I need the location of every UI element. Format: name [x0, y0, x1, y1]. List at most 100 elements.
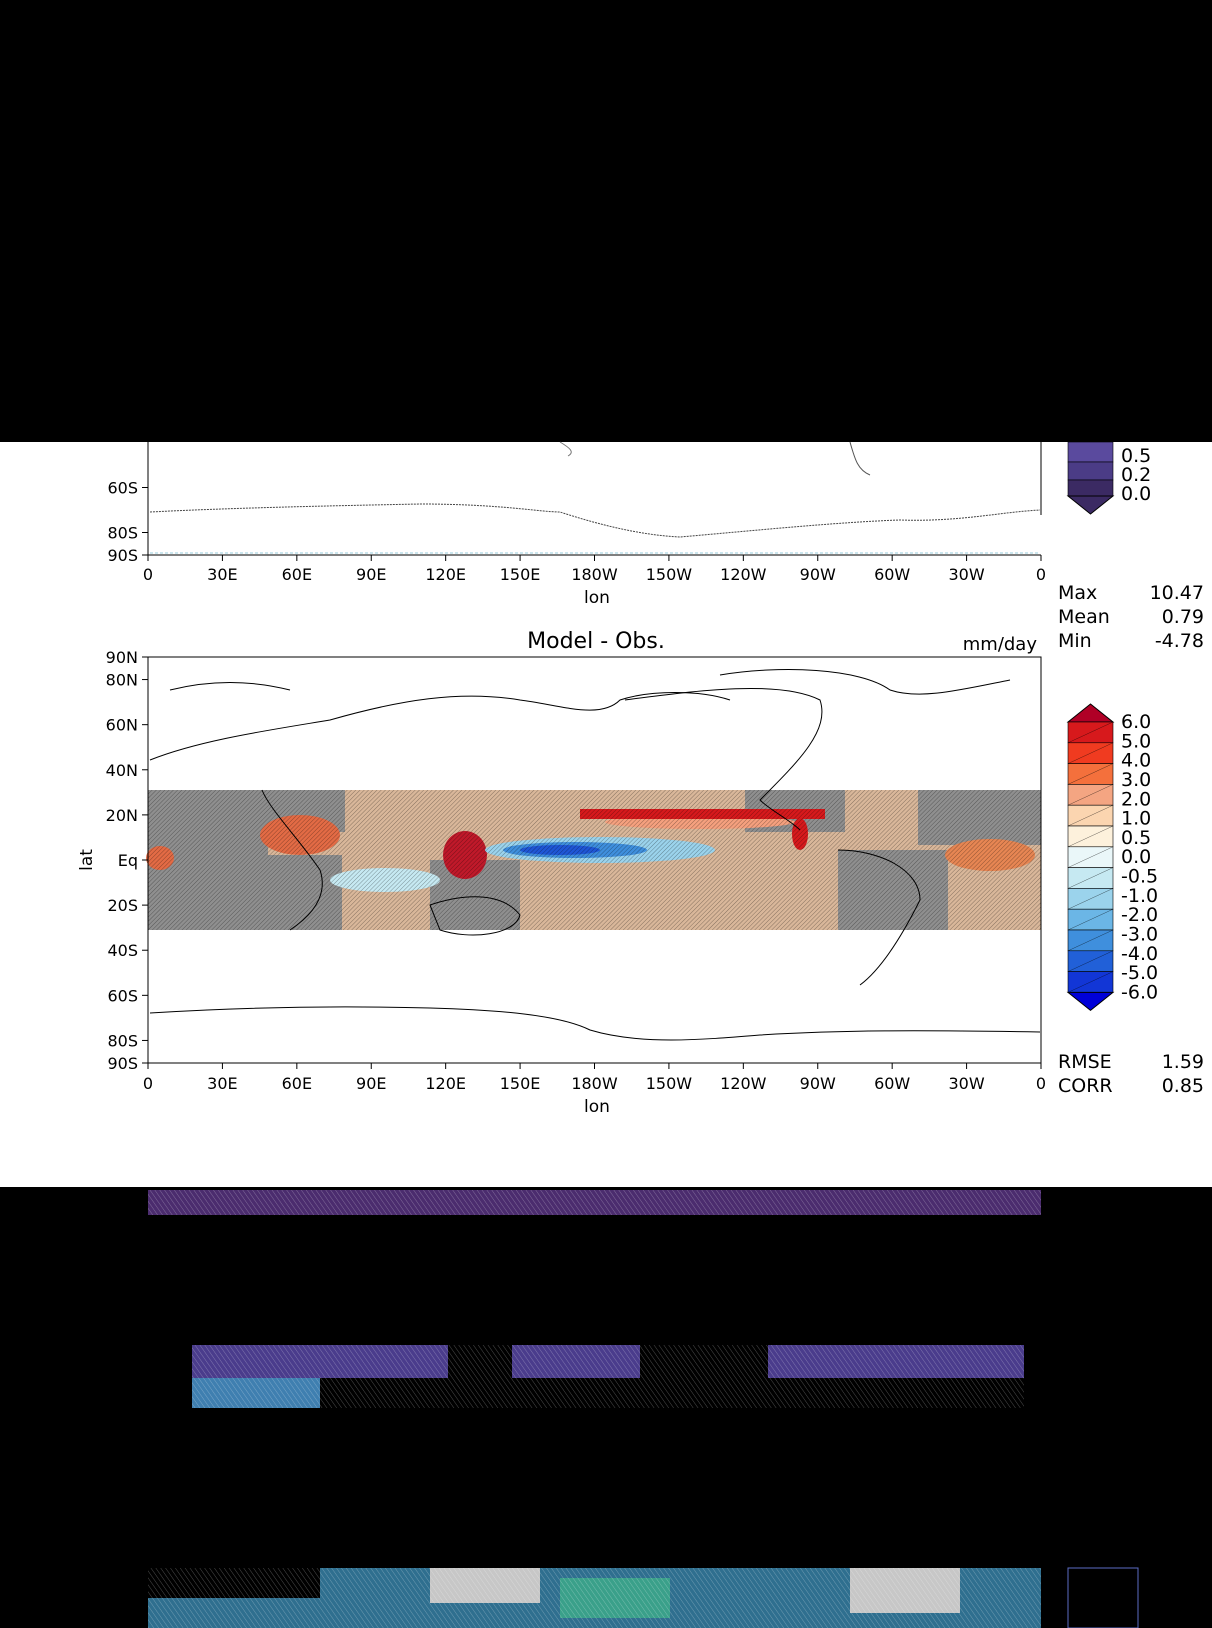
colorbar-hatch	[1067, 846, 1114, 868]
x-tick-label: 0	[143, 1074, 153, 1093]
field-strip-hatch	[148, 1568, 1041, 1628]
x-tick-label: 60W	[874, 1074, 910, 1093]
colorbar-top-arrow	[1066, 703, 1115, 723]
x-tick-label: 150E	[500, 565, 541, 584]
colorbar-label: 2.0	[1121, 788, 1151, 810]
stat-label: Min	[1058, 630, 1092, 652]
coastline-fragment	[559, 441, 572, 457]
x-tick-label: 120W	[720, 1074, 767, 1093]
colorbar-label: 5.0	[1121, 730, 1151, 752]
field-strip-hatch	[148, 1190, 1041, 1215]
stat-value: 1.59	[1162, 1051, 1204, 1073]
x-tick-label: 60E	[282, 565, 312, 584]
colorbar-label: -1.0	[1121, 885, 1158, 907]
y-tick-label: 80S	[107, 1031, 138, 1050]
top-x-ticks: 0 30E 60E 90E 120E 150E 180W 150W 120W 90W 60W 30W 0	[143, 555, 1046, 584]
chart-title: Model - Obs.	[527, 629, 665, 654]
colorbar-label: -0.5	[1121, 866, 1158, 888]
colorbar-label: 0.5	[1121, 445, 1151, 467]
top-y-ticks: 60S 80S 90S	[107, 479, 148, 565]
x-tick-label: 60E	[282, 1074, 312, 1093]
colorbar-label: 0.0	[1121, 483, 1151, 505]
colorbar-hatch	[1067, 888, 1114, 910]
colorbar-hatch	[1067, 908, 1114, 931]
x-tick-label: 150E	[500, 1074, 541, 1093]
colorbar-label: -5.0	[1121, 962, 1158, 984]
y-axis-label: lat	[77, 849, 97, 871]
stat-label: Mean	[1058, 606, 1110, 628]
stat-label: CORR	[1058, 1075, 1113, 1097]
colorbar-label: 1.0	[1121, 808, 1151, 830]
significance-hatching	[148, 790, 1041, 930]
antarctica-coastline	[149, 503, 1041, 538]
colorbar-hatch	[1067, 742, 1114, 764]
x-tick-label: 90W	[800, 565, 836, 584]
colorbar-label: 6.0	[1121, 711, 1151, 733]
x-tick-label: 30W	[948, 1074, 984, 1093]
y-tick-label: 40S	[107, 941, 138, 960]
greenland-coastline	[719, 669, 1011, 695]
top-colorbar: 0.50.20.0	[1066, 441, 1151, 515]
colorbar-label: -6.0	[1121, 981, 1158, 1003]
coastlines	[149, 669, 1041, 1041]
arctic-coastline	[169, 682, 291, 691]
y-tick-label: 90S	[107, 546, 138, 565]
tropical-bias-field	[146, 790, 1041, 930]
africa-coastline	[261, 789, 323, 931]
y-tick-label: Eq	[118, 851, 138, 870]
stat-value: 10.47	[1150, 582, 1204, 604]
x-tick-label: 30E	[207, 565, 237, 584]
colorbar-label: -4.0	[1121, 943, 1158, 965]
colorbar-hatch	[1067, 929, 1114, 952]
y-tick-label: 60S	[107, 479, 138, 498]
colorbar-label: -2.0	[1121, 904, 1158, 926]
main-x-ticks: 0 30E 60E 90E 120E 150E 180W 150W 120W 90W 60W 30W 0	[143, 1063, 1046, 1093]
x-axis-label: lon	[584, 1097, 610, 1117]
colorbar-label: 0.5	[1121, 827, 1151, 849]
colorbar-hatch	[1067, 784, 1114, 806]
australia-coastline	[429, 896, 521, 936]
y-tick-label: 40N	[106, 761, 138, 780]
colorbar-label: 4.0	[1121, 750, 1151, 772]
y-tick-label: 90N	[106, 648, 138, 667]
colorbar-swatch	[1067, 461, 1114, 481]
south-america-coastline	[837, 849, 921, 986]
main-colorbar: 6.05.04.03.02.01.00.50.0-0.5-1.0-2.0-3.0…	[1066, 703, 1158, 1012]
x-tick-label: 30W	[948, 565, 984, 584]
y-tick-label: 20N	[106, 806, 138, 825]
y-tick-label: 90S	[107, 1054, 138, 1073]
colorbar-label: 3.0	[1121, 769, 1151, 791]
colorbar-hatch	[1067, 804, 1114, 827]
x-tick-label: 120E	[425, 1074, 466, 1093]
y-tick-label: 80S	[107, 524, 138, 543]
stat-label: RMSE	[1058, 1051, 1112, 1073]
x-tick-label: 90W	[800, 1074, 836, 1093]
antarctica-coastline	[149, 1006, 1041, 1041]
y-tick-label: 20S	[107, 896, 138, 915]
colorbar-hatch	[1067, 721, 1114, 744]
stat-value: 0.85	[1162, 1075, 1204, 1097]
colorbar-swatch	[1067, 441, 1114, 463]
top-panel: 60S 80S 90S 0 30E 60E 90E 120E 150E 180W 150W 120W…	[107, 441, 1204, 652]
colorbar-bottom-arrow	[1066, 495, 1115, 515]
x-tick-label: 120W	[720, 565, 767, 584]
x-tick-label: 150W	[646, 1074, 693, 1093]
main-panel: Model - Obs. mm/day	[77, 629, 1204, 1117]
partial-lower-panel	[148, 1190, 1139, 1628]
x-tick-label: 120E	[425, 565, 466, 584]
colorbar-hatch	[1067, 763, 1114, 785]
top-stats: Max 10.47 Mean 0.79 Min -4.78	[1058, 582, 1204, 652]
colorbar-label: 0.0	[1121, 846, 1151, 868]
north-america-coastline	[624, 687, 823, 831]
y-tick-label: 80N	[106, 671, 138, 690]
stat-label: Max	[1058, 582, 1097, 604]
stat-value: 0.79	[1162, 606, 1204, 628]
colorbar-fragment	[1067, 1567, 1139, 1628]
x-tick-label: 0	[1036, 565, 1046, 584]
y-tick-label: 60N	[106, 716, 138, 735]
black-region-top	[0, 0, 1212, 442]
stat-value: -4.78	[1155, 630, 1204, 652]
x-tick-label: 60W	[874, 565, 910, 584]
x-tick-label: 150W	[646, 565, 693, 584]
